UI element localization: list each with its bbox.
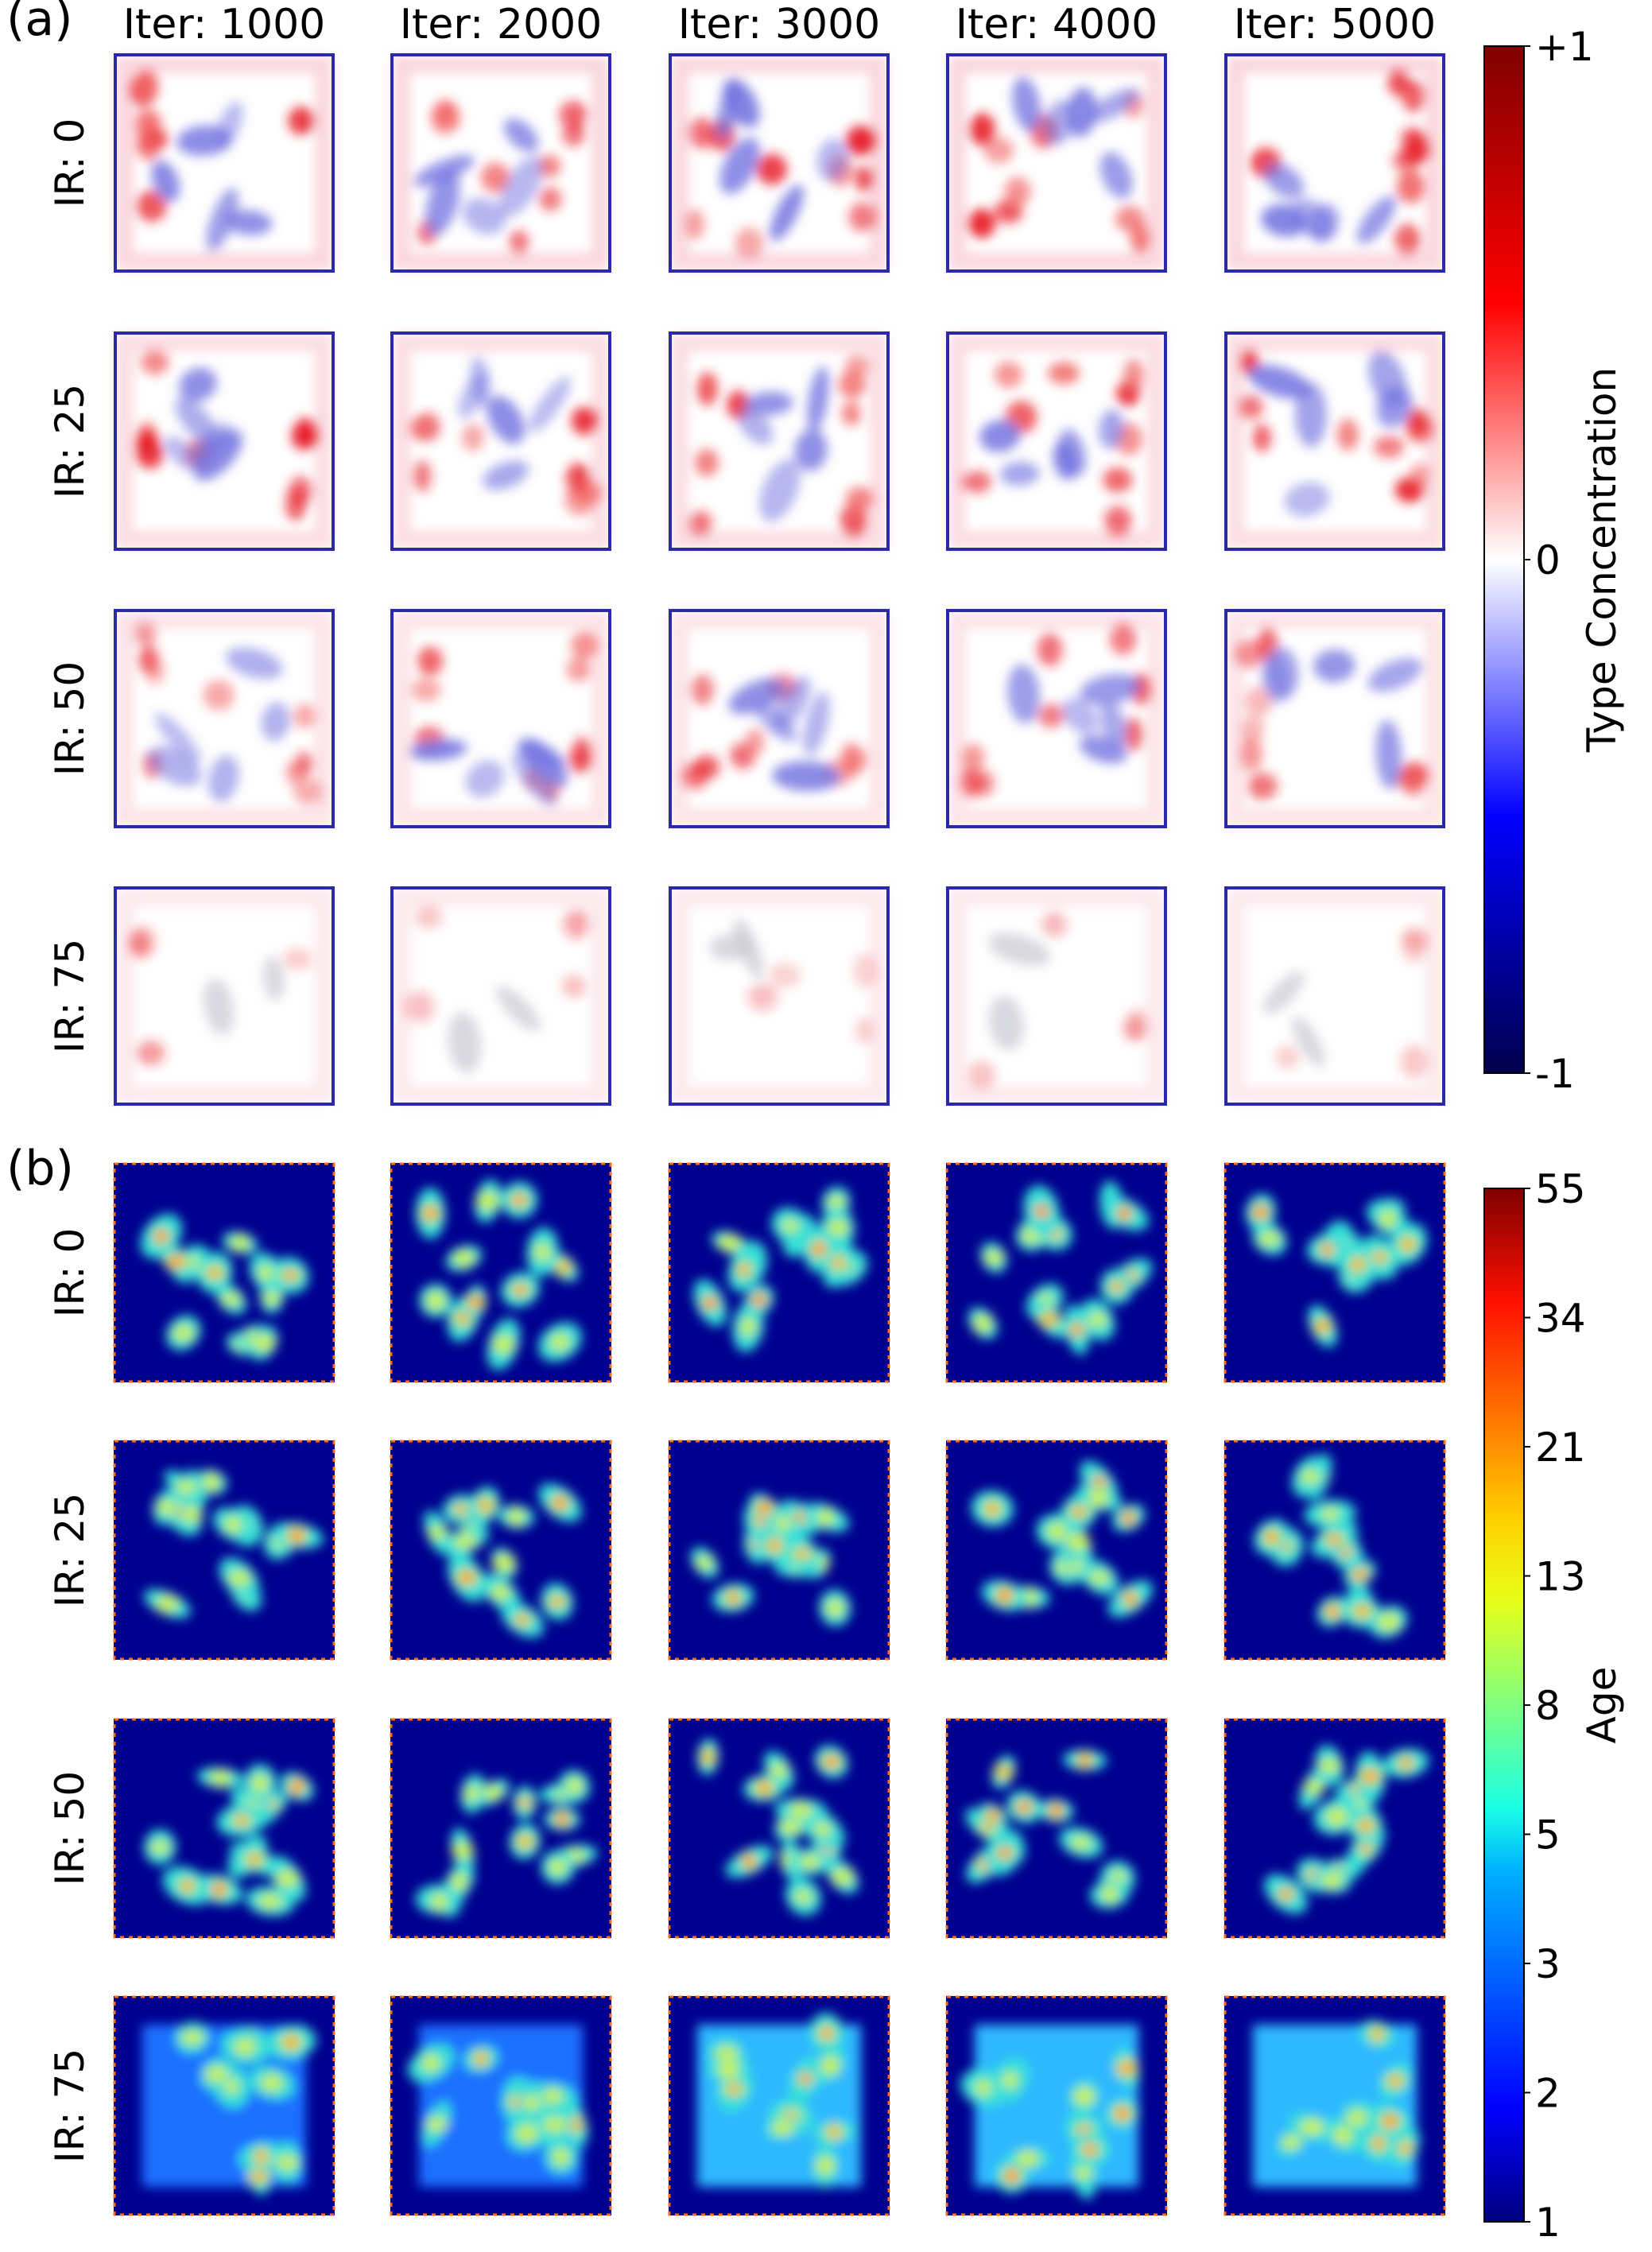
heatmap-cell (390, 53, 611, 273)
heatmap-cell (390, 331, 611, 551)
row-label: IR: 0 (47, 118, 93, 208)
colorbar-tick-label: 3 (1535, 1941, 1561, 1987)
heatmap-cell (390, 609, 611, 828)
colorbar-tick-label: 2 (1535, 2071, 1561, 2117)
heatmap-cell (946, 331, 1167, 551)
colorbar (1483, 45, 1525, 1074)
colorbar-tick-label: 0 (1535, 537, 1561, 583)
row-label: IR: 50 (47, 1771, 93, 1886)
column-title: Iter: 2000 (400, 1, 603, 48)
heatmap-cell (668, 1718, 890, 1939)
heatmap-cell (1224, 53, 1445, 273)
heatmap-cell (669, 331, 890, 551)
heatmap-cell (1223, 1995, 1446, 2216)
colorbar-label: Age (1579, 1667, 1625, 1744)
heatmap-cell (945, 1162, 1168, 1383)
heatmap-cell (668, 1995, 890, 2216)
column-title: Iter: 4000 (956, 1, 1158, 48)
heatmap-cell (113, 1440, 335, 1661)
column-title: Iter: 1000 (123, 1, 326, 48)
heatmap-cell (946, 609, 1167, 828)
row-label: IR: 25 (47, 1493, 93, 1607)
colorbar-label: Type Concentration (1579, 367, 1625, 753)
heatmap-cell (945, 1718, 1168, 1939)
heatmap-cell (390, 1718, 612, 1939)
heatmap-cell (669, 53, 890, 273)
heatmap-cell (390, 1995, 612, 2216)
heatmap-cell (669, 609, 890, 828)
row-label: IR: 0 (47, 1228, 93, 1318)
row-label: IR: 25 (47, 384, 93, 498)
heatmap-cell (1224, 609, 1445, 828)
panel-label: (a) (6, 0, 73, 47)
heatmap-cell (669, 886, 890, 1106)
heatmap-cell (1223, 1440, 1446, 1661)
column-title: Iter: 3000 (678, 1, 881, 48)
colorbar-tick-label: 21 (1535, 1424, 1586, 1471)
heatmap-cell (946, 53, 1167, 273)
heatmap-cell (1224, 331, 1445, 551)
heatmap-cell (945, 1440, 1168, 1661)
heatmap-cell (113, 1995, 335, 2216)
heatmap-cell (390, 1162, 612, 1383)
row-label: IR: 50 (47, 661, 93, 776)
heatmap-cell (390, 1440, 612, 1661)
colorbar-tick-label: -1 (1535, 1051, 1575, 1097)
colorbar-tick-label: 5 (1535, 1812, 1561, 1859)
colorbar-tick-label: +1 (1535, 24, 1594, 70)
heatmap-cell (945, 1995, 1168, 2216)
heatmap-cell (1223, 1718, 1446, 1939)
colorbar-tick-label: 8 (1535, 1683, 1561, 1729)
colorbar-tick-label: 34 (1535, 1296, 1586, 1342)
heatmap-cell (114, 886, 335, 1106)
heatmap-cell (113, 1718, 335, 1939)
panel-label: (b) (6, 1141, 74, 1196)
heatmap-cell (946, 886, 1167, 1106)
row-label: IR: 75 (47, 2049, 93, 2163)
colorbar (1483, 1188, 1525, 2223)
row-label: IR: 75 (47, 939, 93, 1053)
heatmap-cell (114, 609, 335, 828)
heatmap-cell (113, 1162, 335, 1383)
heatmap-cell (390, 886, 611, 1106)
heatmap-cell (114, 53, 335, 273)
heatmap-cell (1223, 1162, 1446, 1383)
heatmap-cell (1224, 886, 1445, 1106)
heatmap-cell (668, 1440, 890, 1661)
heatmap-cell (114, 331, 335, 551)
panel-a: (a) Iter: 1000 Iter: 2000 Iter: 3000 Iter: 4… (6, 0, 1625, 1106)
colorbar-tick-label: 55 (1535, 1166, 1586, 1212)
heatmap-cell (668, 1162, 890, 1383)
colorbar-tick-label: 13 (1535, 1554, 1586, 1600)
colorbar-tick-label: 1 (1535, 2200, 1561, 2246)
column-title: Iter: 5000 (1234, 1, 1437, 48)
